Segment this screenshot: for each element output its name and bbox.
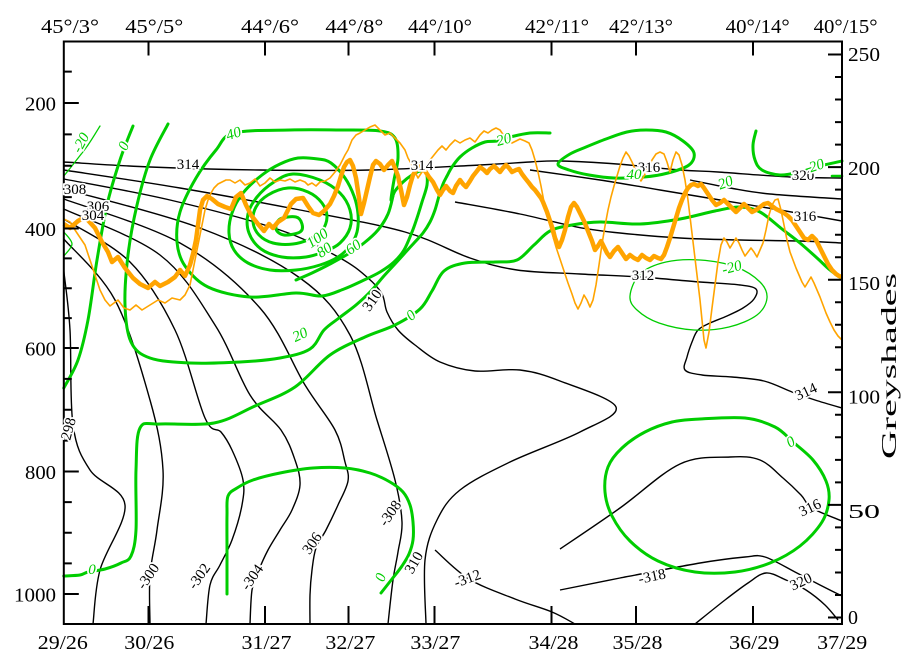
svg-text:250: 250 (848, 44, 880, 66)
svg-text:800: 800 (25, 462, 56, 484)
svg-text:40°/14°: 40°/14° (726, 16, 790, 38)
svg-text:316: 316 (794, 209, 817, 225)
svg-text:45°/5°: 45°/5° (125, 16, 183, 38)
svg-text:20: 20 (495, 130, 514, 149)
svg-text:44°/6°: 44°/6° (241, 16, 299, 38)
svg-text:306: 306 (87, 199, 110, 215)
svg-text:45°/3°: 45°/3° (41, 16, 99, 38)
svg-text:304: 304 (82, 208, 105, 224)
svg-text:40: 40 (224, 124, 244, 144)
svg-text:31/27: 31/27 (242, 632, 292, 654)
svg-text:0: 0 (848, 607, 858, 629)
svg-text:50: 50 (848, 501, 880, 523)
svg-text:33/27: 33/27 (410, 632, 460, 654)
svg-text:600: 600 (25, 339, 56, 361)
svg-text:34/28: 34/28 (529, 632, 579, 654)
svg-text:42°/11°: 42°/11° (525, 16, 589, 38)
svg-text:40°/15°: 40°/15° (814, 16, 878, 38)
svg-text:30/26: 30/26 (124, 632, 174, 654)
svg-text:314: 314 (177, 157, 200, 173)
svg-text:308: 308 (64, 182, 87, 198)
svg-text:1000: 1000 (14, 585, 56, 607)
svg-text:100: 100 (848, 386, 880, 408)
svg-text:44°/8°: 44°/8° (325, 16, 383, 38)
svg-text:36/29: 36/29 (729, 632, 779, 654)
svg-text:29/26: 29/26 (38, 632, 88, 654)
svg-text:44°/10°: 44°/10° (408, 16, 472, 38)
svg-text:0: 0 (88, 562, 96, 578)
svg-text:200: 200 (25, 94, 56, 116)
svg-text:35/28: 35/28 (613, 632, 663, 654)
svg-text:Greyshades: Greyshades (877, 273, 901, 459)
svg-text:320: 320 (792, 168, 815, 184)
svg-text:40: 40 (627, 167, 643, 183)
svg-text:42°/13°: 42°/13° (609, 16, 673, 38)
svg-text:32/27: 32/27 (325, 632, 375, 654)
svg-text:312: 312 (632, 268, 655, 284)
svg-text:314: 314 (411, 158, 434, 174)
svg-text:150: 150 (848, 273, 880, 295)
svg-text:316: 316 (638, 160, 661, 176)
svg-text:400: 400 (25, 219, 56, 241)
svg-text:37/29: 37/29 (817, 632, 867, 654)
svg-text:200: 200 (848, 158, 880, 180)
